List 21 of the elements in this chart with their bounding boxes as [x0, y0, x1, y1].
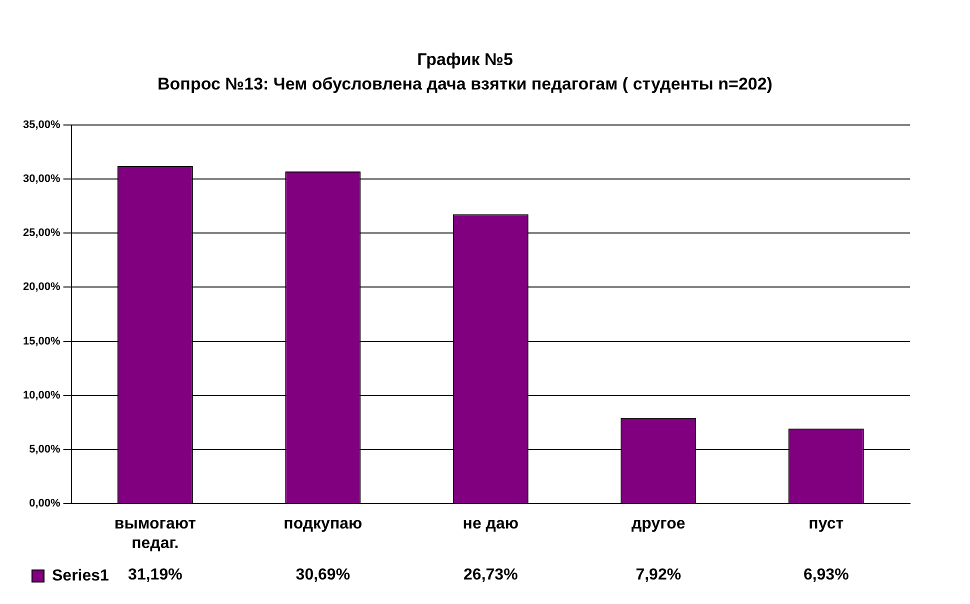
x-tick-label: другое [632, 516, 686, 533]
y-tick-label: 35,00% [22, 118, 61, 131]
x-tick-label: не даю [462, 516, 519, 533]
data-label: 26,73% [464, 566, 518, 584]
data-label: 6,93% [803, 566, 849, 584]
x-tick-label: пуст [808, 516, 844, 533]
y-tick-label: 15,00% [22, 335, 61, 348]
chart-subtitle: Вопрос №13: Чем обусловлена дача взятки педагогам ( студенты n=202) [158, 74, 772, 94]
y-tick-label: 30,00% [22, 172, 61, 185]
data-label: 30,69% [296, 566, 350, 584]
y-tick-label: 25,00% [22, 227, 61, 240]
data-label: 31,19% [128, 566, 182, 584]
y-tick-label: 20,00% [22, 281, 61, 294]
y-tick-label: 0,00% [29, 498, 61, 510]
y-tick-label: 10,00% [22, 389, 61, 402]
chart-title: График №5 [417, 50, 513, 69]
data-label: 7,92% [636, 566, 682, 584]
x-tick-label: вымогают педаг. [114, 516, 196, 552]
x-tick-label: подкупаю [284, 516, 363, 533]
legend-label: Series1 [52, 567, 110, 584]
y-tick-label: 5,00% [29, 444, 61, 456]
